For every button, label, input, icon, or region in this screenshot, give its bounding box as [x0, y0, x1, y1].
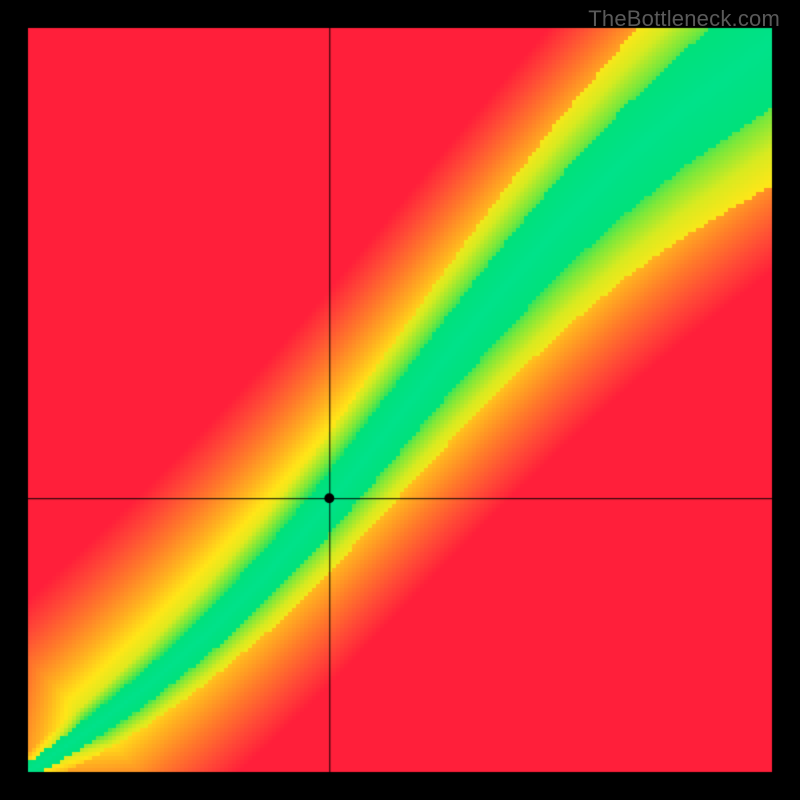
- chart-container: TheBottleneck.com: [0, 0, 800, 800]
- heatmap-canvas: [0, 0, 800, 800]
- watermark-text: TheBottleneck.com: [588, 6, 780, 32]
